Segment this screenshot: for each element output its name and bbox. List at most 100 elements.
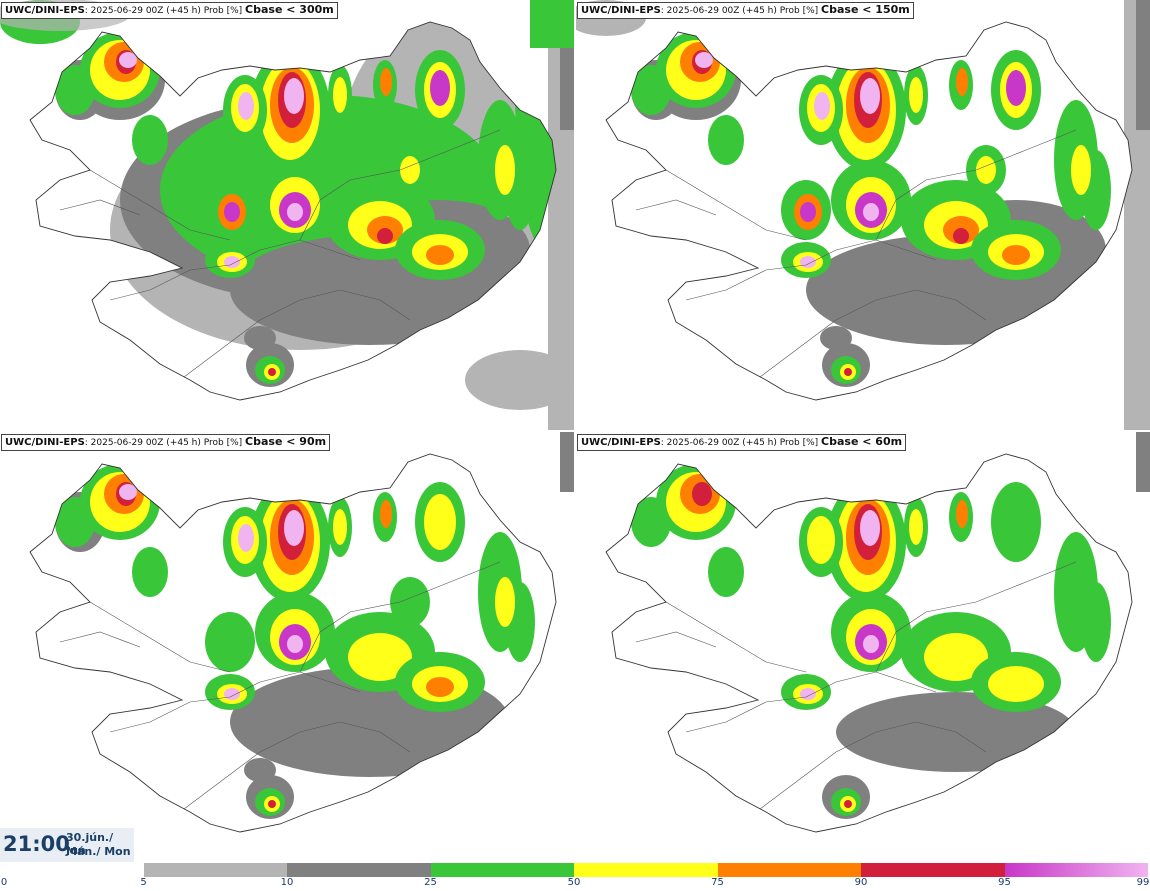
probability-area <box>1071 145 1091 195</box>
probability-area <box>424 494 456 550</box>
coastline <box>29 453 557 833</box>
threshold-label: Cbase < 60m <box>821 435 903 448</box>
threshold-label: Cbase < 150m <box>821 3 910 16</box>
probability-area <box>224 256 240 268</box>
offshore-prob-area <box>1136 432 1150 492</box>
model-name: UWC/DINI-EPS <box>581 437 661 448</box>
probability-area <box>1006 70 1026 106</box>
road-line <box>179 721 411 813</box>
probability-area <box>1081 582 1111 662</box>
probability-area <box>708 115 744 165</box>
road-line <box>635 631 717 648</box>
probability-area <box>132 115 168 165</box>
probability-area <box>426 245 454 265</box>
colorbar-tick-label: 50 <box>567 877 581 888</box>
colorbar-swatch <box>0 863 144 877</box>
road-line <box>179 289 411 381</box>
colorbar-tick-label: 99 <box>1136 877 1150 888</box>
probability-area <box>119 484 137 500</box>
probability-area <box>863 635 879 653</box>
probability-area <box>631 497 671 547</box>
colorbar-swatch <box>430 863 574 877</box>
threshold-label: Cbase < 300m <box>245 3 334 16</box>
panel-title: UWC/DINI-EPS: 2025-06-29 00Z (+45 h) Pro… <box>577 2 914 19</box>
probability-area <box>333 509 347 545</box>
map-canvas <box>576 0 1150 430</box>
probability-area <box>205 612 255 672</box>
road-line <box>299 561 501 673</box>
probability-area <box>287 203 303 221</box>
panel-cbase-300m: UWC/DINI-EPS: 2025-06-29 00Z (+45 h) Pro… <box>0 0 574 430</box>
probability-area <box>991 482 1041 562</box>
probability-area <box>333 77 347 113</box>
road-line <box>109 239 361 301</box>
probability-area <box>956 68 968 96</box>
road-line <box>755 721 987 813</box>
probability-area <box>814 92 830 120</box>
probability-area <box>119 52 137 68</box>
run-info: : 2025-06-29 00Z (+45 h) Prob [%] <box>84 6 246 16</box>
probability-area <box>268 368 276 376</box>
probability-area <box>244 758 276 782</box>
panel-cbase-90m: UWC/DINI-EPS: 2025-06-29 00Z (+45 h) Pro… <box>0 432 574 862</box>
colorbar-tick-label: 95 <box>998 877 1011 888</box>
probability-area <box>287 635 303 653</box>
probability-area <box>224 688 240 700</box>
road-line <box>665 601 807 673</box>
probability-area <box>631 65 671 115</box>
panel-cbase-150m: UWC/DINI-EPS: 2025-06-29 00Z (+45 h) Pro… <box>576 0 1150 430</box>
probability-area <box>708 547 744 597</box>
road-line <box>755 289 987 381</box>
probability-area <box>430 70 450 106</box>
offshore-prob-area <box>1136 0 1150 130</box>
colorbar-tick-label: 0 <box>0 877 8 888</box>
colorbar-swatch <box>861 863 1005 877</box>
probability-area <box>238 92 254 120</box>
probability-area <box>426 677 454 697</box>
probability-area <box>800 256 816 268</box>
road-line <box>635 199 717 216</box>
road-line <box>875 561 1077 673</box>
offshore-prob-area <box>465 350 574 410</box>
probability-area <box>495 145 515 195</box>
probability-area <box>953 228 969 244</box>
road-line <box>299 129 501 241</box>
probability-area <box>132 547 168 597</box>
coastline <box>605 453 1133 833</box>
probability-area <box>224 202 240 222</box>
probability-area <box>800 202 816 222</box>
road-line <box>59 199 141 216</box>
probability-area <box>695 52 713 68</box>
road-line <box>89 169 231 241</box>
probability-area <box>380 500 392 528</box>
probability-area <box>863 203 879 221</box>
road-line <box>109 671 361 733</box>
road-line <box>685 671 937 733</box>
probability-area <box>244 326 276 350</box>
probability-area <box>284 510 304 546</box>
model-name: UWC/DINI-EPS <box>5 437 85 448</box>
colorbar-tick-label: 25 <box>424 877 437 888</box>
road-line <box>59 631 141 648</box>
probability-area <box>800 688 816 700</box>
road-line <box>685 239 937 301</box>
road-line <box>875 129 1077 241</box>
valid-time: 21:00 <box>3 832 70 856</box>
probability-area <box>844 368 852 376</box>
probability-area <box>820 326 852 350</box>
probability-area <box>400 156 420 184</box>
colorbar-tick-label: 75 <box>711 877 724 888</box>
probability-area <box>268 800 276 808</box>
model-name: UWC/DINI-EPS <box>581 5 661 16</box>
map-canvas <box>605 432 1150 833</box>
probability-area <box>956 500 968 528</box>
colorbar-swatch <box>287 863 431 877</box>
panel-separator <box>0 430 1150 432</box>
road-line <box>89 601 231 673</box>
probability-area <box>380 68 392 96</box>
colorbar-tick-label: 5 <box>140 877 147 888</box>
probability-area <box>55 65 95 115</box>
run-info: : 2025-06-29 00Z (+45 h) Prob [%] <box>84 438 246 448</box>
colorbar-tick-label: 90 <box>854 877 868 888</box>
probability-area <box>844 800 852 808</box>
